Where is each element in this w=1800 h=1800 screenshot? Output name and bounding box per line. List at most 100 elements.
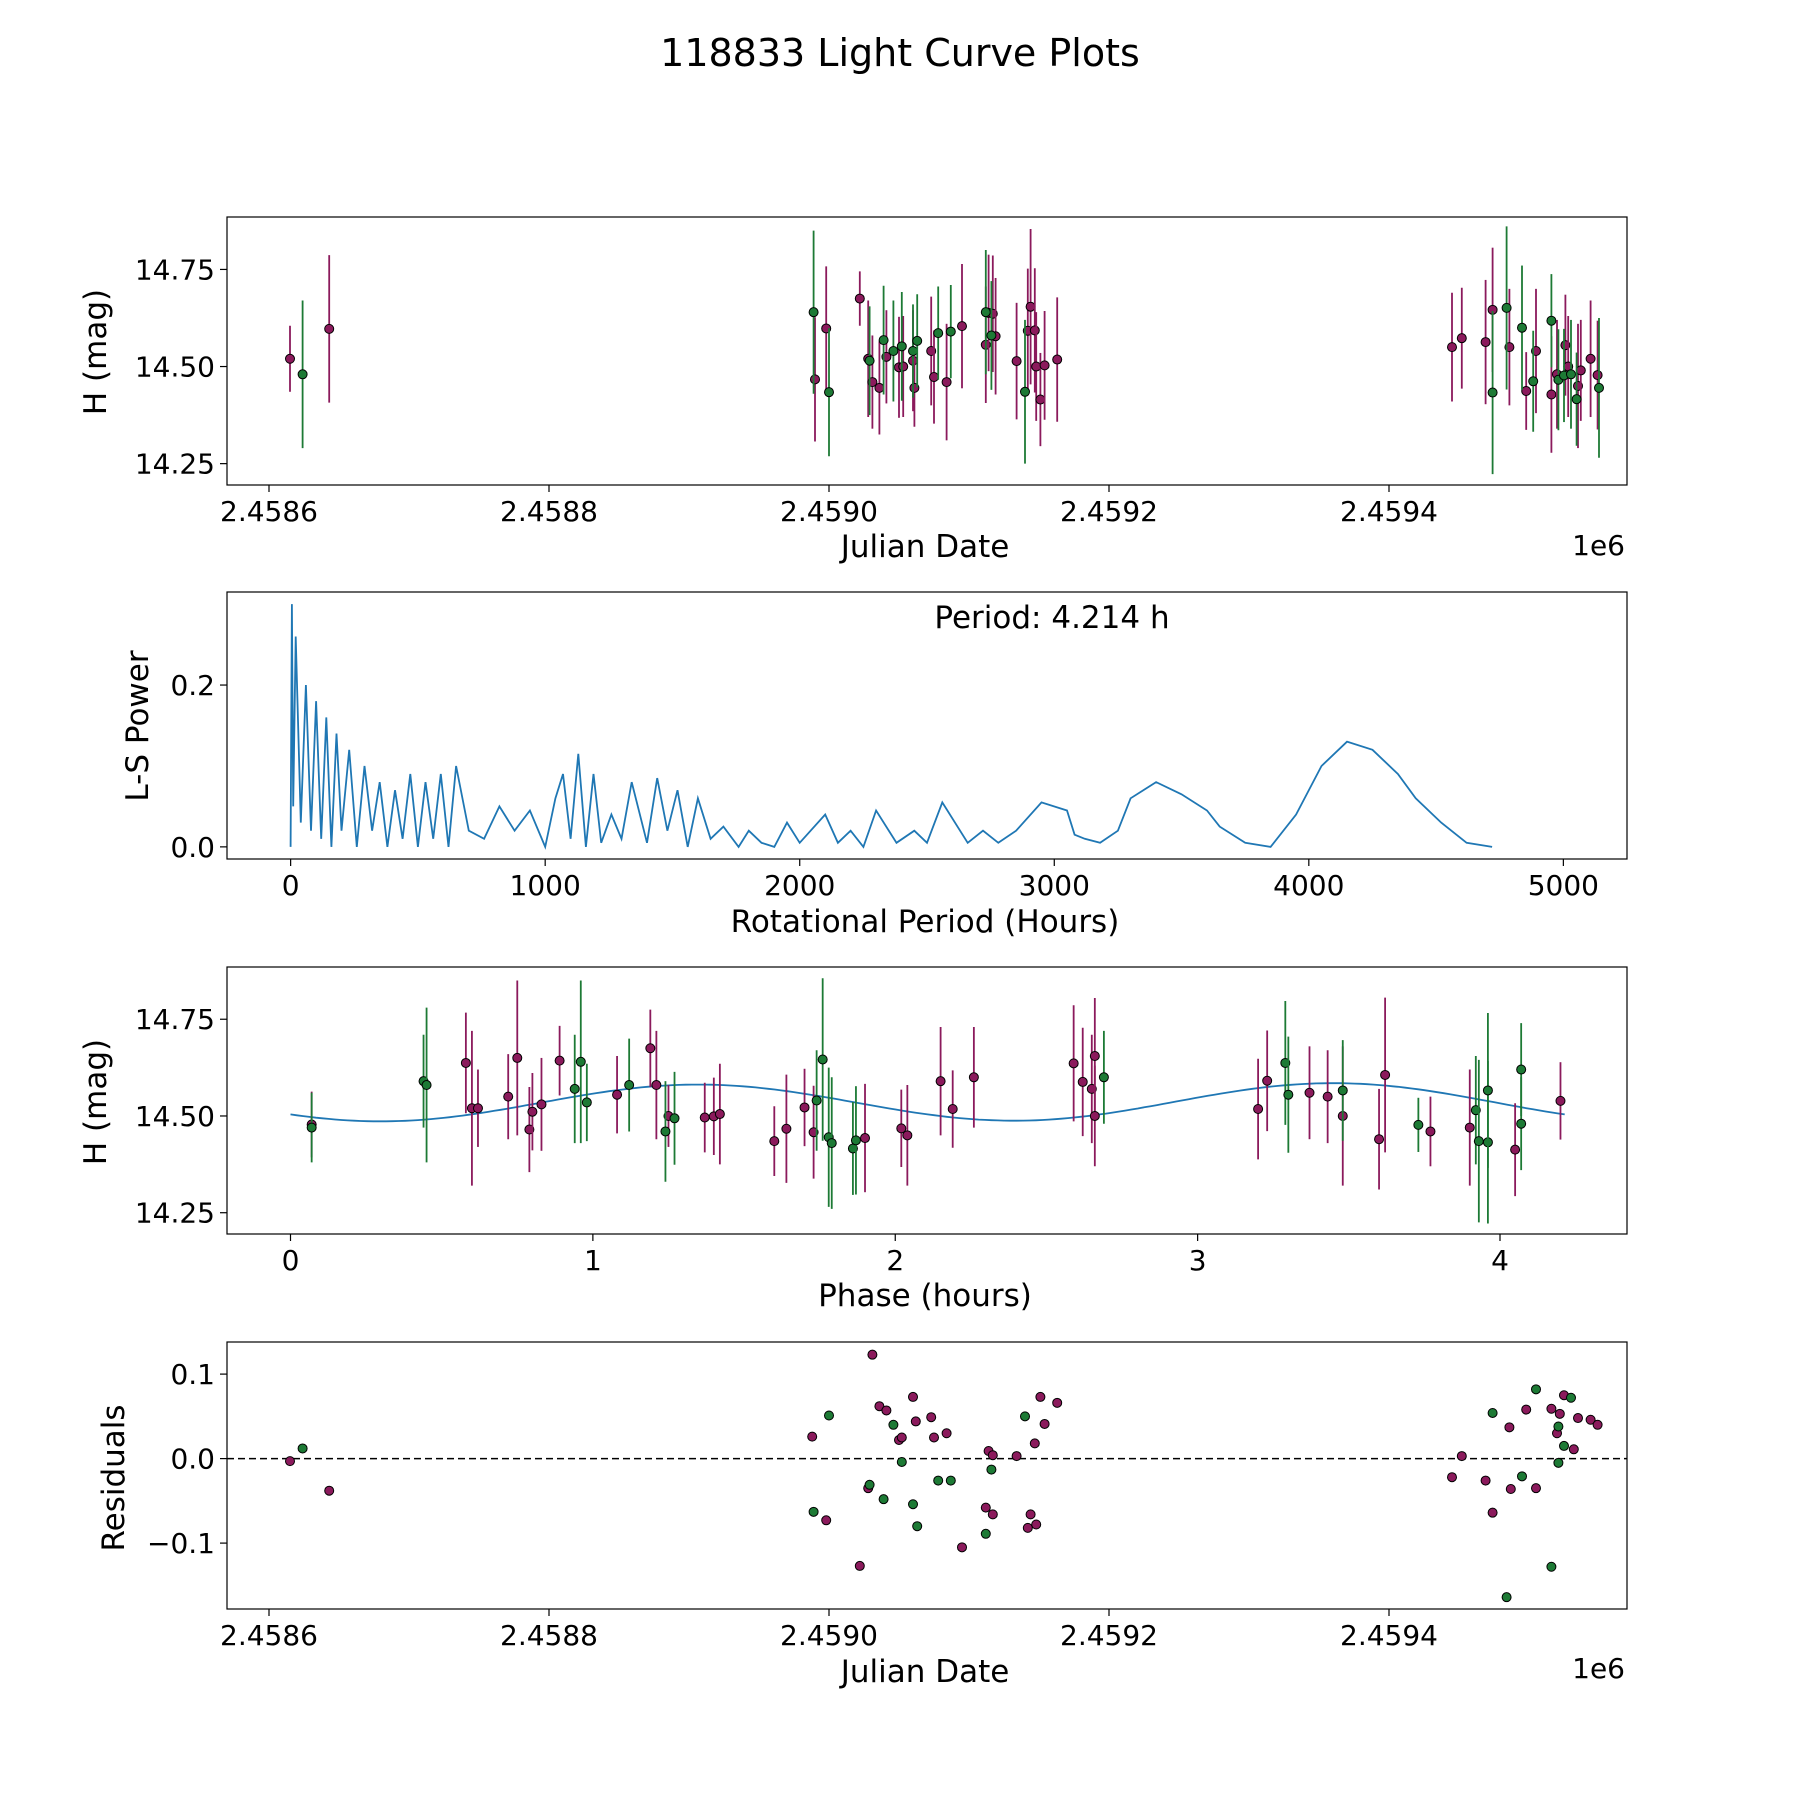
residuals-magenta-point	[929, 1432, 939, 1443]
residuals-green-point	[986, 1464, 997, 1475]
residuals-magenta-point	[1487, 1507, 1498, 1518]
residuals-magenta-point	[1568, 1444, 1579, 1455]
residuals-offset-label: 1e6	[1572, 1652, 1625, 1685]
lightcurve-green-point	[912, 335, 923, 346]
residuals-green-point	[1020, 1411, 1030, 1422]
lightcurve-magenta-point	[324, 323, 335, 334]
residuals-magenta-point	[1521, 1404, 1532, 1415]
phased-magenta-point	[1322, 1091, 1333, 1102]
phased-green-point	[850, 1135, 861, 1146]
residuals-magenta-point	[941, 1428, 952, 1439]
phased-green-point	[811, 1095, 822, 1106]
phased-magenta-point	[1555, 1095, 1566, 1106]
phased-magenta-point	[1068, 1058, 1079, 1069]
residuals-magenta-point	[1505, 1484, 1516, 1495]
lightcurve-green-point	[878, 335, 889, 346]
lightcurve-ylabel: H (mag)	[78, 289, 114, 415]
phased-magenta-point	[612, 1089, 623, 1100]
lightcurve-magenta-point	[941, 377, 952, 388]
lightcurve-green-point	[824, 387, 834, 398]
lightcurve-ytick-label: 14.25	[135, 448, 215, 481]
phased-xtick-label: 1	[584, 1244, 602, 1277]
phased-magenta-point	[860, 1133, 871, 1144]
residuals-magenta-point	[1573, 1413, 1583, 1424]
residuals-magenta-point	[957, 1542, 967, 1553]
residuals-xtick-label: 2.4592	[1060, 1619, 1158, 1652]
lightcurve-panel: Julian Date H (mag) 1e6 2.4586 2.4588 2.45…	[78, 216, 1628, 565]
phased-magenta-point	[947, 1104, 958, 1115]
lightcurve-plot-area	[285, 226, 1604, 475]
phased-green-point	[669, 1113, 680, 1124]
phased-green-point	[1516, 1118, 1527, 1129]
residuals-magenta-point	[1456, 1451, 1467, 1462]
residuals-magenta-point	[324, 1485, 335, 1496]
phased-green-point	[660, 1126, 671, 1137]
residuals-ytick-label: −0.1	[147, 1527, 215, 1560]
residuals-magenta-point	[821, 1515, 832, 1526]
lightcurve-green-point	[808, 307, 819, 318]
lightcurve-magenta-point	[1447, 342, 1457, 353]
phased-magenta-point	[651, 1080, 662, 1091]
residuals-xtick-label: 2.4586	[220, 1619, 318, 1652]
residuals-magenta-point	[1585, 1414, 1596, 1425]
lightcurve-green-point	[986, 330, 997, 341]
residuals-magenta-point	[867, 1349, 878, 1360]
phased-green-point	[817, 1054, 828, 1065]
residuals-green-point	[1546, 1561, 1557, 1572]
phased-green-point	[1482, 1085, 1493, 1096]
residuals-xtick-label: 2.4588	[500, 1619, 598, 1652]
residuals-green-point	[1553, 1421, 1564, 1432]
residuals-green-point	[908, 1499, 918, 1510]
residuals-green-point	[945, 1475, 956, 1486]
lightcurve-green-point	[1566, 369, 1576, 380]
lightcurve-magenta-point	[1456, 333, 1467, 344]
residuals-magenta-point	[1031, 1519, 1042, 1530]
phased-plot-area	[290, 978, 1566, 1224]
phased-panel: Phase (hours) H (mag) 0 1 2 3 4 14.25 14.50 14.…	[78, 966, 1628, 1314]
phased-green-point	[1337, 1085, 1348, 1096]
residuals-magenta-point	[1052, 1397, 1063, 1408]
phased-ylabel: H (mag)	[78, 1039, 114, 1165]
lightcurve-xtick-label: 2.4586	[220, 495, 318, 528]
lightcurve-green-point	[1020, 386, 1030, 397]
lightcurve-green-point	[1517, 322, 1527, 333]
residuals-panel: Julian Date Residuals 1e6 2.4586 2.4588 2.…	[96, 1341, 1628, 1690]
phased-green-point	[575, 1056, 586, 1067]
phased-ytick-label: 14.75	[135, 1003, 215, 1036]
phased-magenta-point	[1077, 1076, 1088, 1087]
residuals-magenta-point	[1029, 1438, 1040, 1449]
lightcurve-magenta-point	[929, 372, 939, 383]
phased-magenta-point	[968, 1072, 979, 1083]
lightcurve-magenta-point	[1052, 354, 1063, 365]
residuals-xlabel: Julian Date	[839, 1654, 1010, 1690]
residuals-magenta-point	[1022, 1522, 1033, 1533]
lightcurve-offset-label: 1e6	[1572, 529, 1625, 562]
periodogram-ytick-label: 0.2	[170, 669, 215, 702]
periodogram-xlabel: Rotational Period (Hours)	[731, 904, 1120, 940]
phased-magenta-point	[1089, 1110, 1100, 1121]
phased-magenta-point	[536, 1099, 547, 1110]
residuals-magenta-point	[1554, 1408, 1565, 1419]
residuals-axes-frame	[226, 1341, 1628, 1610]
residuals-green-point	[808, 1506, 819, 1517]
residuals-magenta-point	[881, 1405, 892, 1416]
residuals-green-point	[933, 1475, 944, 1486]
periodogram-axes-frame	[226, 591, 1628, 860]
residuals-magenta-point	[807, 1431, 818, 1442]
residuals-green-point	[1553, 1457, 1564, 1468]
residuals-magenta-point	[987, 1509, 998, 1520]
phased-magenta-point	[472, 1103, 483, 1114]
periodogram-xtick-label: 2000	[764, 869, 835, 902]
phased-magenta-point	[896, 1123, 907, 1134]
lightcurve-magenta-point	[957, 321, 967, 332]
residuals-green-point	[1559, 1440, 1569, 1451]
lightcurve-magenta-point	[1585, 353, 1596, 364]
lightcurve-magenta-point	[1025, 301, 1036, 312]
residuals-green-point	[912, 1521, 923, 1532]
phased-ytick-label: 14.25	[135, 1197, 215, 1230]
periodogram-series-line	[289, 604, 1493, 850]
lightcurve-xtick-label: 2.4592	[1060, 495, 1158, 528]
phased-magenta-point	[799, 1102, 810, 1113]
phased-green-point	[1413, 1119, 1424, 1130]
residuals-magenta-point	[1592, 1419, 1603, 1430]
